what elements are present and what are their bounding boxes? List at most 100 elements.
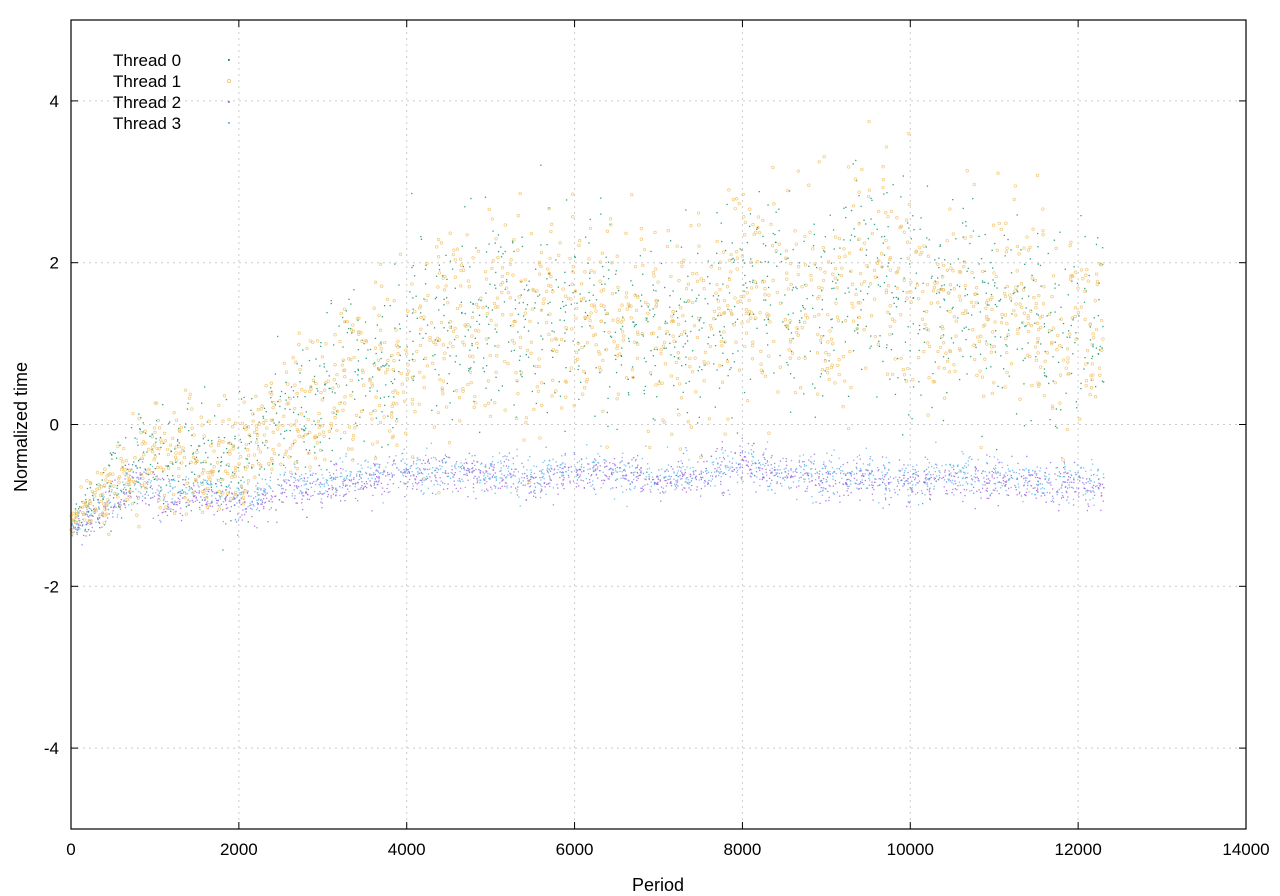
- data-point: [806, 472, 808, 474]
- data-point: [473, 460, 475, 462]
- data-point: [304, 480, 306, 482]
- data-point: [782, 321, 784, 323]
- data-point: [656, 476, 658, 478]
- data-point: [746, 241, 748, 244]
- data-point: [967, 267, 969, 270]
- data-point: [834, 479, 837, 482]
- data-point: [741, 479, 743, 481]
- data-point: [148, 473, 150, 476]
- data-point: [511, 475, 513, 477]
- data-point: [479, 470, 481, 472]
- data-point: [1100, 494, 1103, 497]
- data-point: [876, 257, 879, 259]
- data-point: [533, 495, 535, 497]
- data-point: [1051, 499, 1054, 502]
- data-point: [530, 491, 532, 494]
- data-point: [767, 204, 769, 206]
- data-point: [816, 472, 818, 474]
- data-point: [799, 465, 801, 467]
- data-point: [249, 502, 251, 504]
- data-point: [707, 343, 709, 345]
- data-point: [335, 462, 337, 464]
- data-point: [400, 460, 403, 462]
- data-point: [888, 462, 891, 464]
- data-point: [1059, 473, 1062, 475]
- data-point: [306, 498, 309, 500]
- data-point: [206, 483, 209, 485]
- data-point: [316, 436, 319, 438]
- data-point: [420, 471, 423, 474]
- data-point: [256, 438, 258, 440]
- data-point: [959, 378, 961, 381]
- data-point: [970, 483, 972, 485]
- data-point: [920, 217, 922, 219]
- data-point: [187, 402, 189, 404]
- data-point: [412, 483, 414, 485]
- data-point: [226, 471, 230, 476]
- data-point: [135, 488, 137, 490]
- data-point: [500, 460, 502, 462]
- data-point: [900, 257, 902, 260]
- data-point: [1008, 487, 1010, 489]
- data-point: [204, 488, 209, 492]
- data-point: [653, 348, 655, 350]
- data-point: [930, 277, 933, 279]
- data-point: [821, 290, 823, 292]
- data-point: [597, 477, 599, 479]
- data-point: [969, 242, 971, 245]
- data-point: [527, 459, 529, 461]
- data-point: [484, 482, 486, 485]
- data-point: [206, 421, 208, 423]
- data-point: [530, 485, 532, 487]
- data-point: [339, 485, 341, 488]
- data-point: [1005, 472, 1007, 474]
- data-point: [798, 319, 801, 322]
- data-point: [770, 472, 772, 474]
- data-point: [1006, 494, 1008, 496]
- data-point: [89, 519, 93, 523]
- data-point: [383, 470, 385, 472]
- data-point: [210, 482, 212, 484]
- data-point: [372, 494, 374, 497]
- data-point: [480, 300, 482, 302]
- data-point: [639, 300, 642, 302]
- data-point: [615, 273, 617, 275]
- data-point: [500, 256, 503, 258]
- data-point: [882, 507, 884, 509]
- data-point: [444, 454, 446, 456]
- data-point: [888, 262, 890, 264]
- data-point: [564, 463, 566, 465]
- data-point: [912, 465, 914, 468]
- data-point: [900, 470, 902, 472]
- data-point: [576, 479, 579, 481]
- data-point: [425, 454, 427, 456]
- data-point: [1074, 471, 1076, 474]
- data-point: [628, 462, 630, 464]
- data-point: [563, 479, 565, 481]
- data-point: [893, 488, 896, 491]
- data-point: [315, 358, 317, 360]
- data-point: [562, 471, 564, 473]
- data-point: [258, 498, 260, 500]
- data-point: [584, 311, 587, 314]
- data-point: [211, 495, 213, 497]
- data-point: [76, 511, 81, 515]
- data-point: [546, 278, 548, 280]
- data-point: [776, 265, 778, 267]
- data-point: [317, 478, 319, 480]
- data-point: [559, 471, 561, 473]
- data-point: [957, 476, 959, 478]
- data-point: [939, 477, 941, 479]
- data-point: [294, 497, 296, 499]
- data-point: [136, 441, 138, 443]
- data-point: [563, 305, 565, 308]
- data-point: [243, 501, 246, 503]
- data-point: [222, 509, 224, 511]
- data-point: [848, 478, 850, 481]
- data-point: [717, 295, 720, 297]
- data-point: [170, 501, 172, 504]
- data-point: [124, 506, 127, 509]
- data-point: [763, 457, 765, 459]
- data-point: [283, 437, 285, 440]
- data-point: [1037, 263, 1039, 265]
